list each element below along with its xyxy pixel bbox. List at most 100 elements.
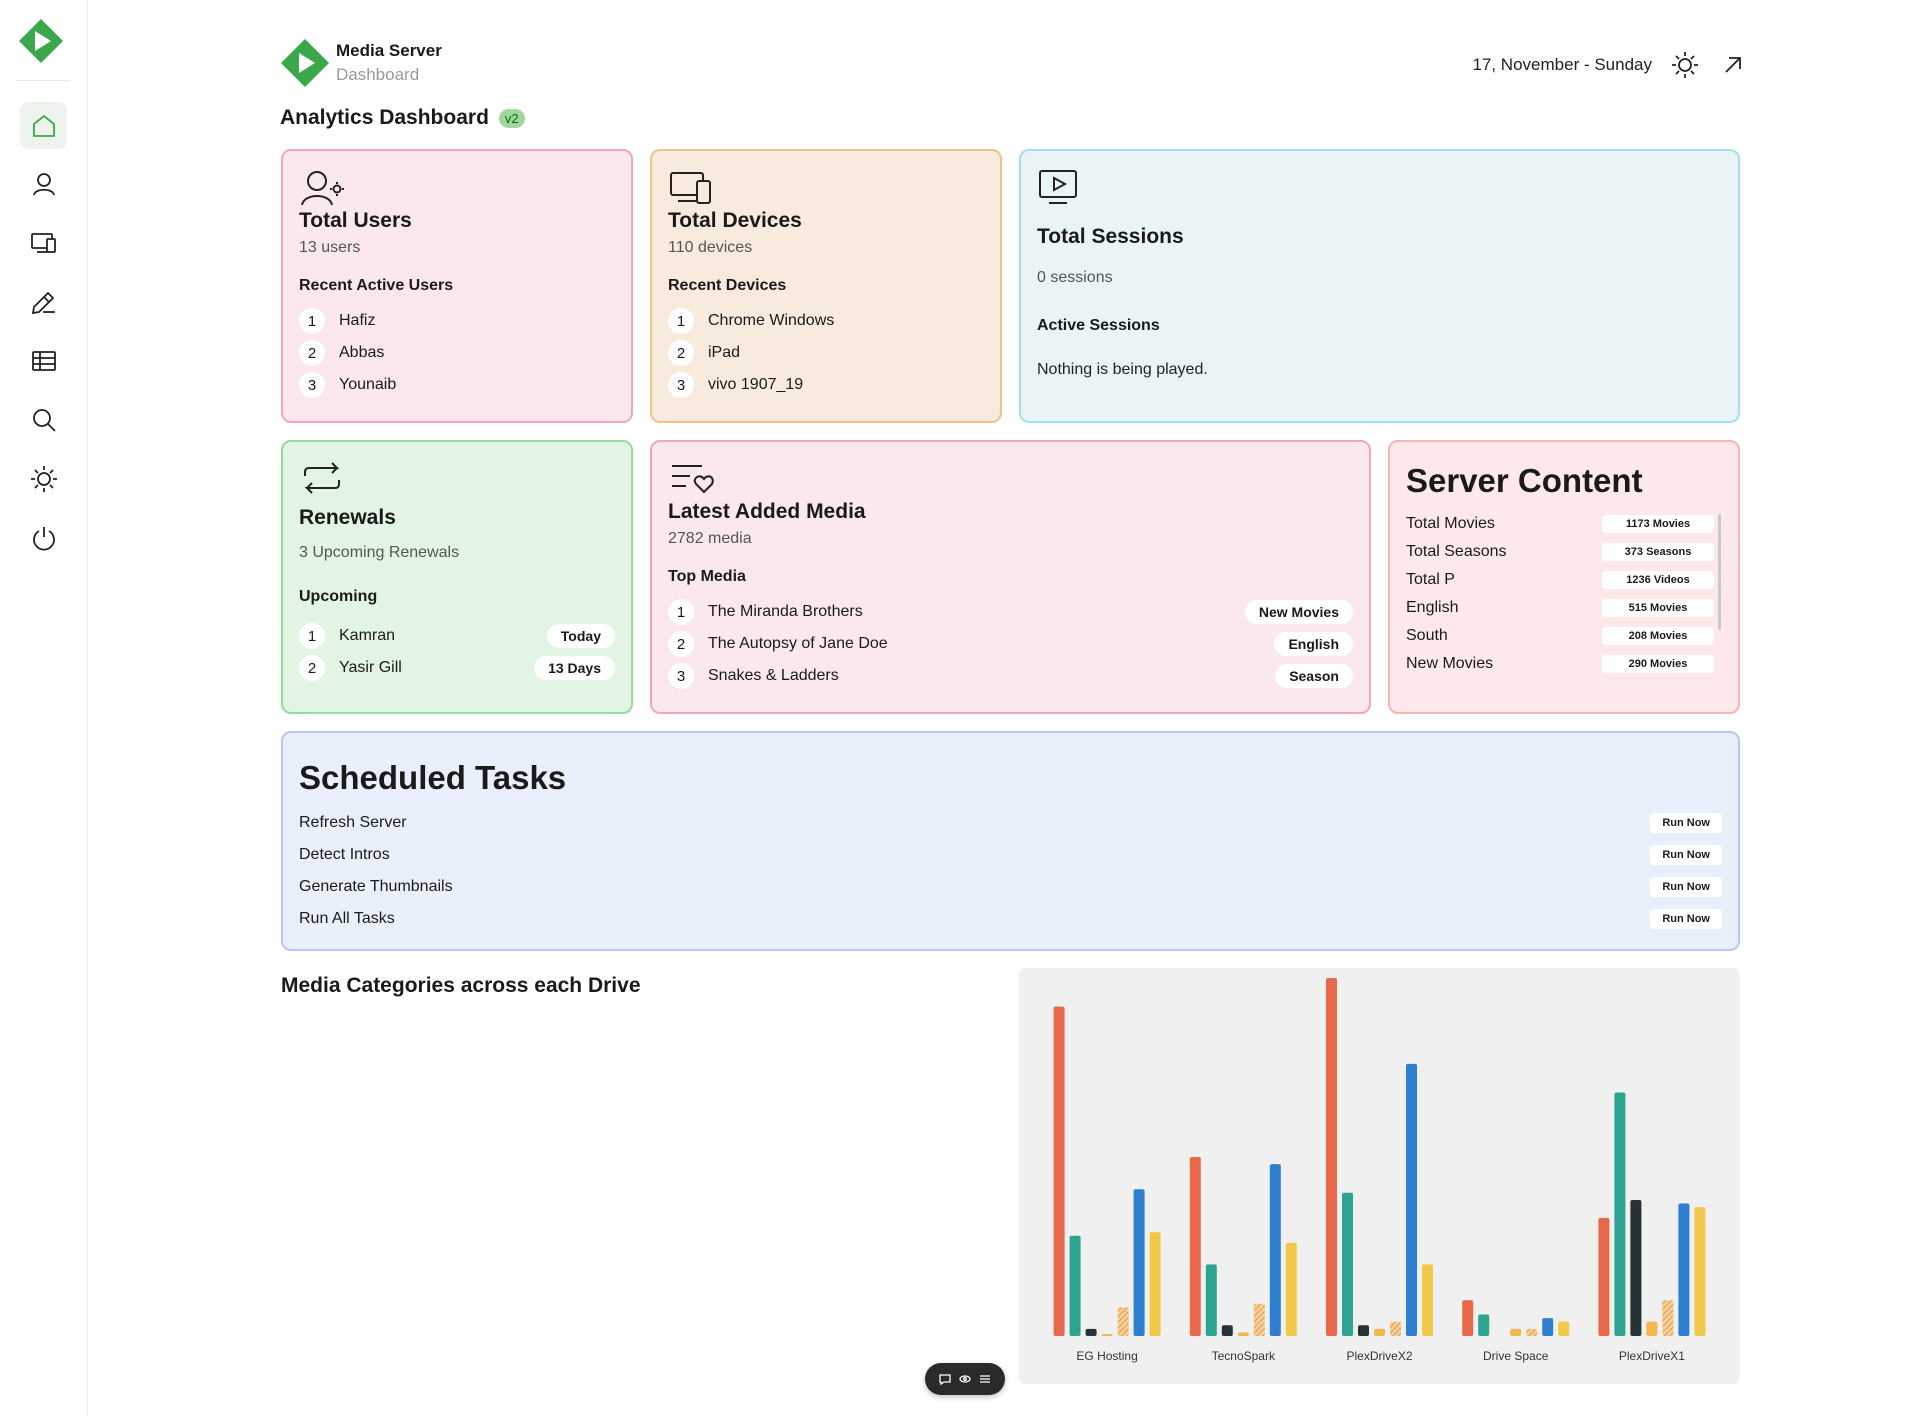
user-name: Hafiz xyxy=(339,312,376,329)
card-title: Total Users xyxy=(299,209,412,232)
latest-media-card: Latest Added Media 2782 media Top Media … xyxy=(650,440,1371,714)
card-count: 0 sessions xyxy=(1037,269,1113,286)
chart-bar[interactable] xyxy=(1614,1092,1626,1336)
card-count: 3 Upcoming Renewals xyxy=(299,544,460,561)
chart-bar[interactable] xyxy=(1694,1207,1706,1336)
renewal-due-badge: 13 Days xyxy=(534,656,615,680)
list-item[interactable]: 1 The Miranda Brothers New Movies xyxy=(668,596,1353,628)
eye-icon[interactable] xyxy=(958,1372,972,1386)
sidebar-item-logout[interactable] xyxy=(20,514,67,561)
chart-bar[interactable] xyxy=(1285,1242,1297,1336)
list-item[interactable]: 3 Younaib xyxy=(299,369,615,401)
media-categories-chart: EG Hosting TecnoSpark PlexDriveX2 Drive Spa… xyxy=(1019,968,1740,1384)
task-row: Run All Tasks Run Now xyxy=(299,903,1722,935)
table-icon xyxy=(31,350,56,371)
user-name: Abbas xyxy=(339,344,385,361)
content-label: Total Movies xyxy=(1406,515,1495,532)
user-icon xyxy=(32,172,55,195)
chart-bar[interactable] xyxy=(1221,1325,1233,1336)
task-row: Detect Intros Run Now xyxy=(299,839,1722,871)
sidebar-item-edit[interactable] xyxy=(20,278,67,325)
chart-bar[interactable] xyxy=(1253,1303,1265,1336)
content-row: New Movies 290 Movies xyxy=(1406,650,1722,678)
list-item[interactable]: 2 The Autopsy of Jane Doe English xyxy=(668,628,1353,660)
list-item[interactable]: 1 Kamran Today xyxy=(299,620,615,652)
chart-bar[interactable] xyxy=(1237,1332,1249,1336)
chart-bar[interactable] xyxy=(1678,1203,1690,1336)
search-icon xyxy=(32,408,56,432)
brand[interactable]: Media Server Dashboard xyxy=(280,38,442,88)
card-count: 2782 media xyxy=(668,530,752,547)
chart-bar[interactable] xyxy=(1069,1235,1081,1336)
scheduled-tasks-card: Scheduled Tasks Refresh Server Run Now De… xyxy=(281,731,1740,951)
list-item[interactable]: 3 Snakes & Ladders Season xyxy=(668,660,1353,692)
chart-bar[interactable] xyxy=(1326,978,1337,1336)
card-title: Latest Added Media xyxy=(668,500,866,523)
chart-bar[interactable] xyxy=(1422,1264,1433,1336)
media-category-badge: English xyxy=(1274,632,1353,656)
device-name: vivo 1907_19 xyxy=(708,376,804,393)
run-now-button[interactable]: Run Now xyxy=(1650,845,1722,865)
chart-bar[interactable] xyxy=(1462,1300,1474,1336)
sidebar-item-theme[interactable] xyxy=(20,455,67,502)
chart-bar[interactable] xyxy=(1269,1164,1281,1336)
chart-bar[interactable] xyxy=(1406,1063,1417,1336)
chart-bar[interactable] xyxy=(1189,1157,1201,1336)
chart-bar[interactable] xyxy=(1374,1328,1385,1336)
chart-bar[interactable] xyxy=(1542,1318,1554,1336)
list-item[interactable]: 1 Hafiz xyxy=(299,305,615,337)
content-row: Total P 1236 Videos xyxy=(1406,566,1722,594)
chart-bar[interactable] xyxy=(1510,1328,1522,1336)
chart-bar[interactable] xyxy=(1358,1325,1369,1336)
chart-bar[interactable] xyxy=(1117,1307,1129,1336)
run-now-button[interactable]: Run Now xyxy=(1650,877,1722,897)
content-row: South 208 Movies xyxy=(1406,622,1722,650)
chart-bar[interactable] xyxy=(1053,1006,1065,1336)
sidebar-item-search[interactable] xyxy=(20,396,67,443)
app-logo-icon[interactable] xyxy=(18,18,64,64)
chart-bar[interactable] xyxy=(1630,1199,1642,1336)
card-section-title: Active Sessions xyxy=(1037,317,1160,334)
content-list[interactable]: Total Movies 1173 Movies Total Seasons 373… xyxy=(1406,510,1722,678)
content-label: Total P xyxy=(1406,571,1455,588)
content-value: 515 Movies xyxy=(1602,599,1714,617)
list-item[interactable]: 2 Yasir Gill 13 Days xyxy=(299,652,615,684)
chart-bar[interactable] xyxy=(1205,1264,1217,1336)
content-scrollbar[interactable] xyxy=(1718,514,1721,630)
x-tick-label: PlexDriveX1 xyxy=(1619,1349,1685,1363)
menu-icon[interactable] xyxy=(978,1372,992,1386)
renewal-user: Yasir Gill xyxy=(339,659,402,676)
list-item[interactable]: 3 vivo 1907_19 xyxy=(668,369,984,401)
list-item[interactable]: 2 iPad xyxy=(668,337,984,369)
chart-bar[interactable] xyxy=(1342,1192,1353,1336)
chart-bar[interactable] xyxy=(1478,1314,1490,1336)
sun-icon xyxy=(30,465,57,492)
run-now-button[interactable]: Run Now xyxy=(1650,909,1722,929)
sun-icon[interactable] xyxy=(1670,50,1700,80)
chart-bar[interactable] xyxy=(1149,1232,1161,1336)
list-item[interactable]: 2 Abbas xyxy=(299,337,615,369)
list-item[interactable]: 1 Chrome Windows xyxy=(668,305,984,337)
external-link-icon[interactable] xyxy=(1718,50,1748,80)
sidebar-item-table[interactable] xyxy=(20,337,67,384)
chart-bar[interactable] xyxy=(1390,1321,1401,1336)
chart-bar[interactable] xyxy=(1662,1300,1674,1336)
task-name: Detect Intros xyxy=(299,846,390,863)
total-devices-card: Total Devices 110 devices Recent Devices… xyxy=(650,149,1002,423)
floating-toolbar[interactable] xyxy=(925,1363,1005,1395)
content-row: English 515 Movies xyxy=(1406,594,1722,622)
chart-bar[interactable] xyxy=(1598,1217,1610,1336)
sidebar-item-users[interactable] xyxy=(20,160,67,207)
chart-bar[interactable] xyxy=(1558,1321,1570,1336)
card-title: Total Sessions xyxy=(1037,225,1184,248)
chat-icon[interactable] xyxy=(938,1372,952,1386)
chart-bar[interactable] xyxy=(1646,1321,1658,1336)
chart-bar[interactable] xyxy=(1526,1328,1538,1336)
sidebar-item-home[interactable] xyxy=(20,102,67,149)
content-value: 1173 Movies xyxy=(1602,515,1714,533)
chart-bar[interactable] xyxy=(1085,1328,1097,1336)
run-now-button[interactable]: Run Now xyxy=(1650,813,1722,833)
chart-bar[interactable] xyxy=(1133,1189,1145,1336)
sidebar-item-devices[interactable] xyxy=(20,219,67,266)
chart-bar[interactable] xyxy=(1101,1334,1113,1336)
